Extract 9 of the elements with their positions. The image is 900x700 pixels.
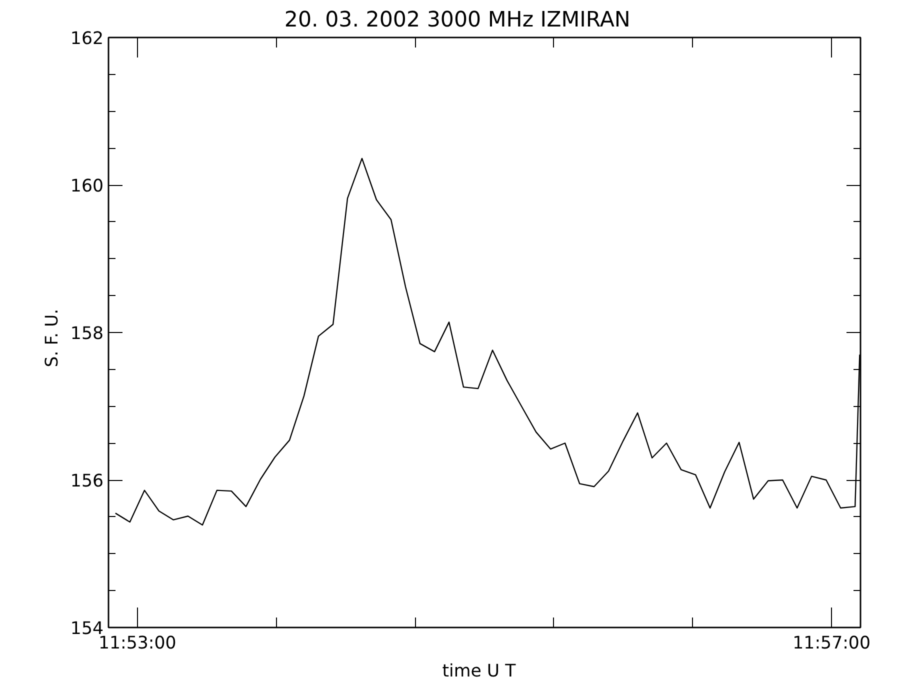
chart-title: 20. 03. 2002 3000 MHz IZMIRAN — [284, 8, 630, 32]
y-tick-label: 158 — [70, 324, 104, 344]
y-tick-label: 156 — [70, 472, 104, 492]
x-tick-label: 11:57:00 — [792, 634, 870, 654]
y-tick-label: 160 — [70, 176, 104, 196]
y-axis-title: S. F. U. — [42, 308, 62, 368]
x-tick-label: 11:53:00 — [98, 634, 176, 654]
x-axis-title: time U T — [442, 662, 516, 682]
y-tick-label: 162 — [70, 29, 104, 49]
